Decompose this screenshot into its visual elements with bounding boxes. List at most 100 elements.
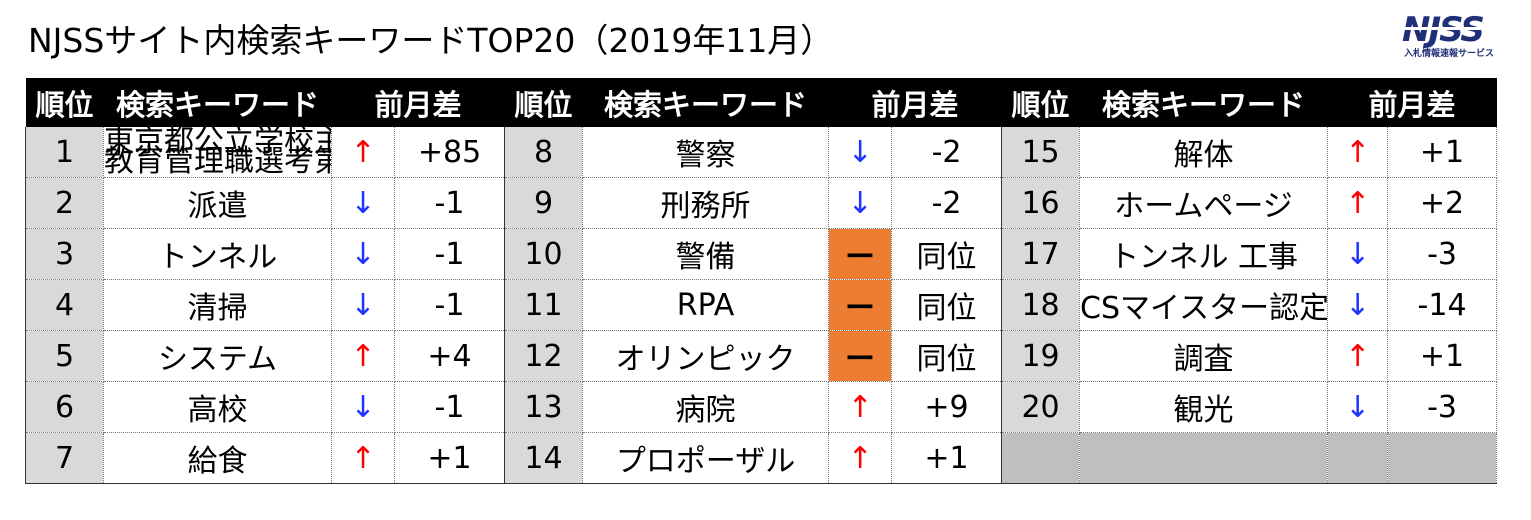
header-rank: 順位: [504, 78, 583, 127]
rank-cell: 18: [1001, 279, 1081, 331]
empty-cell: [1387, 432, 1498, 484]
down-arrow-icon: ↓: [331, 381, 395, 433]
keyword-cell: システム: [103, 330, 332, 382]
diff-cell: +9: [891, 381, 1003, 433]
rank-cell: 16: [1001, 177, 1081, 229]
empty-cell: [1001, 432, 1081, 484]
diff-cell: -3: [1387, 228, 1498, 280]
diff-cell: -1: [394, 279, 506, 331]
unchanged-dash-icon: ー: [828, 279, 893, 331]
rank-cell: 1: [25, 127, 104, 178]
ranking-body: 1東京都公立学校主任教諭選考・教育管理職選考第一次選考↑+858警察↓-215解…: [25, 127, 1498, 484]
keyword-cell: プロポーザル: [582, 432, 830, 484]
keyword-cell: トンネル: [103, 228, 332, 280]
down-arrow-icon: ↓: [331, 279, 395, 331]
empty-cell: [1079, 432, 1329, 484]
diff-cell: +4: [394, 330, 506, 382]
rank-cell: 11: [504, 279, 584, 331]
empty-cell: [1327, 432, 1389, 484]
rank-cell: 5: [25, 330, 104, 382]
rank-cell: 14: [504, 432, 584, 484]
rank-cell: 7: [25, 432, 104, 484]
diff-cell: -2: [891, 127, 1003, 178]
table-row: 5 システム ↑ +4 12 オリンピックー同位 19 調査 ↑ +1: [25, 330, 1498, 382]
header-keyword: 検索キーワード: [582, 78, 829, 127]
up-arrow-icon: ↑: [1327, 330, 1389, 382]
down-arrow-icon: ↓: [828, 127, 893, 178]
rank-cell: 12: [504, 330, 584, 382]
njss-logo: NJSS 入札情報速報サービス: [1398, 10, 1510, 62]
diff-cell: +2: [1387, 177, 1498, 229]
keyword-cell: オリンピック: [582, 330, 830, 382]
down-arrow-icon: ↓: [331, 228, 395, 280]
diff-cell: -1: [394, 381, 506, 433]
ranking-table: 順位 検索キーワード 前月差 順位 検索キーワード 前月差 順位 検索キーワード…: [25, 78, 1498, 484]
up-arrow-icon: ↑: [1327, 127, 1389, 178]
diff-cell: 同位: [891, 330, 1003, 382]
up-arrow-icon: ↑: [331, 127, 395, 178]
up-arrow-icon: ↑: [331, 432, 395, 484]
table-row: 1東京都公立学校主任教諭選考・教育管理職選考第一次選考↑+858警察↓-215解…: [25, 127, 1498, 178]
header-diff: 前月差: [1327, 78, 1497, 127]
header-rank: 順位: [25, 78, 104, 127]
keyword-cell: CSマイスター認定制度: [1079, 279, 1329, 331]
keyword-cell: トンネル 工事: [1079, 228, 1329, 280]
rank-cell: 19: [1001, 330, 1081, 382]
down-arrow-icon: ↓: [828, 177, 893, 229]
up-arrow-icon: ↑: [1327, 177, 1389, 229]
diff-cell: 同位: [891, 228, 1003, 280]
rank-cell: 6: [25, 381, 104, 433]
keyword-cell: 警察: [582, 127, 830, 178]
rank-cell: 8: [504, 127, 584, 178]
table-row: 6 高校 ↓ -1 13 病院 ↑ +9 20 観光 ↓ -3: [25, 381, 1498, 433]
header-diff: 前月差: [828, 78, 1002, 127]
diff-cell: 同位: [891, 279, 1003, 331]
keyword-cell: 警備: [582, 228, 830, 280]
keyword-cell: 給食: [103, 432, 332, 484]
down-arrow-icon: ↓: [1327, 381, 1389, 433]
up-arrow-icon: ↑: [828, 432, 893, 484]
keyword-cell: RPA: [582, 279, 830, 331]
diff-cell: -2: [891, 177, 1003, 229]
diff-cell: +1: [891, 432, 1003, 484]
diff-cell: +1: [1387, 330, 1498, 382]
page-title: NJSSサイト内検索キーワードTOP20（2019年11月）: [28, 21, 834, 60]
keyword-cell: 高校: [103, 381, 332, 433]
rank-cell: 9: [504, 177, 584, 229]
keyword-line: 教育管理職選考第一次選考: [104, 144, 331, 178]
diff-cell: -3: [1387, 381, 1498, 433]
unchanged-dash-icon: ー: [828, 228, 893, 280]
table-row: 4清掃↓-111RPAー同位18CSマイスター認定制度↓-14: [25, 279, 1498, 331]
keyword-line: 東京都公立学校主任教諭選考・: [104, 127, 331, 159]
up-arrow-icon: ↑: [828, 381, 893, 433]
keyword-cell: 調査: [1079, 330, 1329, 382]
down-arrow-icon: ↓: [1327, 279, 1389, 331]
keyword-cell: 刑務所: [582, 177, 830, 229]
keyword-cell: 病院: [582, 381, 830, 433]
table-row: 7 給食 ↑ +1 14 プロポーザル ↑ +1: [25, 432, 1498, 484]
keyword-cell: 解体: [1079, 127, 1329, 178]
diff-cell: -1: [394, 228, 506, 280]
header-diff: 前月差: [331, 78, 505, 127]
rank-cell: 17: [1001, 228, 1081, 280]
diff-cell: +1: [1387, 127, 1498, 178]
diff-cell: -14: [1387, 279, 1498, 331]
header-keyword: 検索キーワード: [103, 78, 332, 127]
rank-cell: 3: [25, 228, 104, 280]
rank-cell: 10: [504, 228, 584, 280]
down-arrow-icon: ↓: [331, 177, 395, 229]
rank-cell: 13: [504, 381, 584, 433]
diff-cell: +85: [394, 127, 506, 178]
keyword-cell: 清掃: [103, 279, 332, 331]
header-rank: 順位: [1001, 78, 1080, 127]
header-keyword: 検索キーワード: [1079, 78, 1328, 127]
diff-cell: -1: [394, 177, 506, 229]
keyword-cell: 派遣: [103, 177, 332, 229]
rank-cell: 15: [1001, 127, 1081, 178]
header-row: 順位 検索キーワード 前月差 順位 検索キーワード 前月差 順位 検索キーワード…: [25, 78, 1497, 127]
logo-stripe: [1398, 27, 1506, 30]
diff-cell: +1: [394, 432, 506, 484]
keyword-cell: 観光: [1079, 381, 1329, 433]
rank-cell: 2: [25, 177, 104, 229]
keyword-cell: ホームページ: [1079, 177, 1329, 229]
